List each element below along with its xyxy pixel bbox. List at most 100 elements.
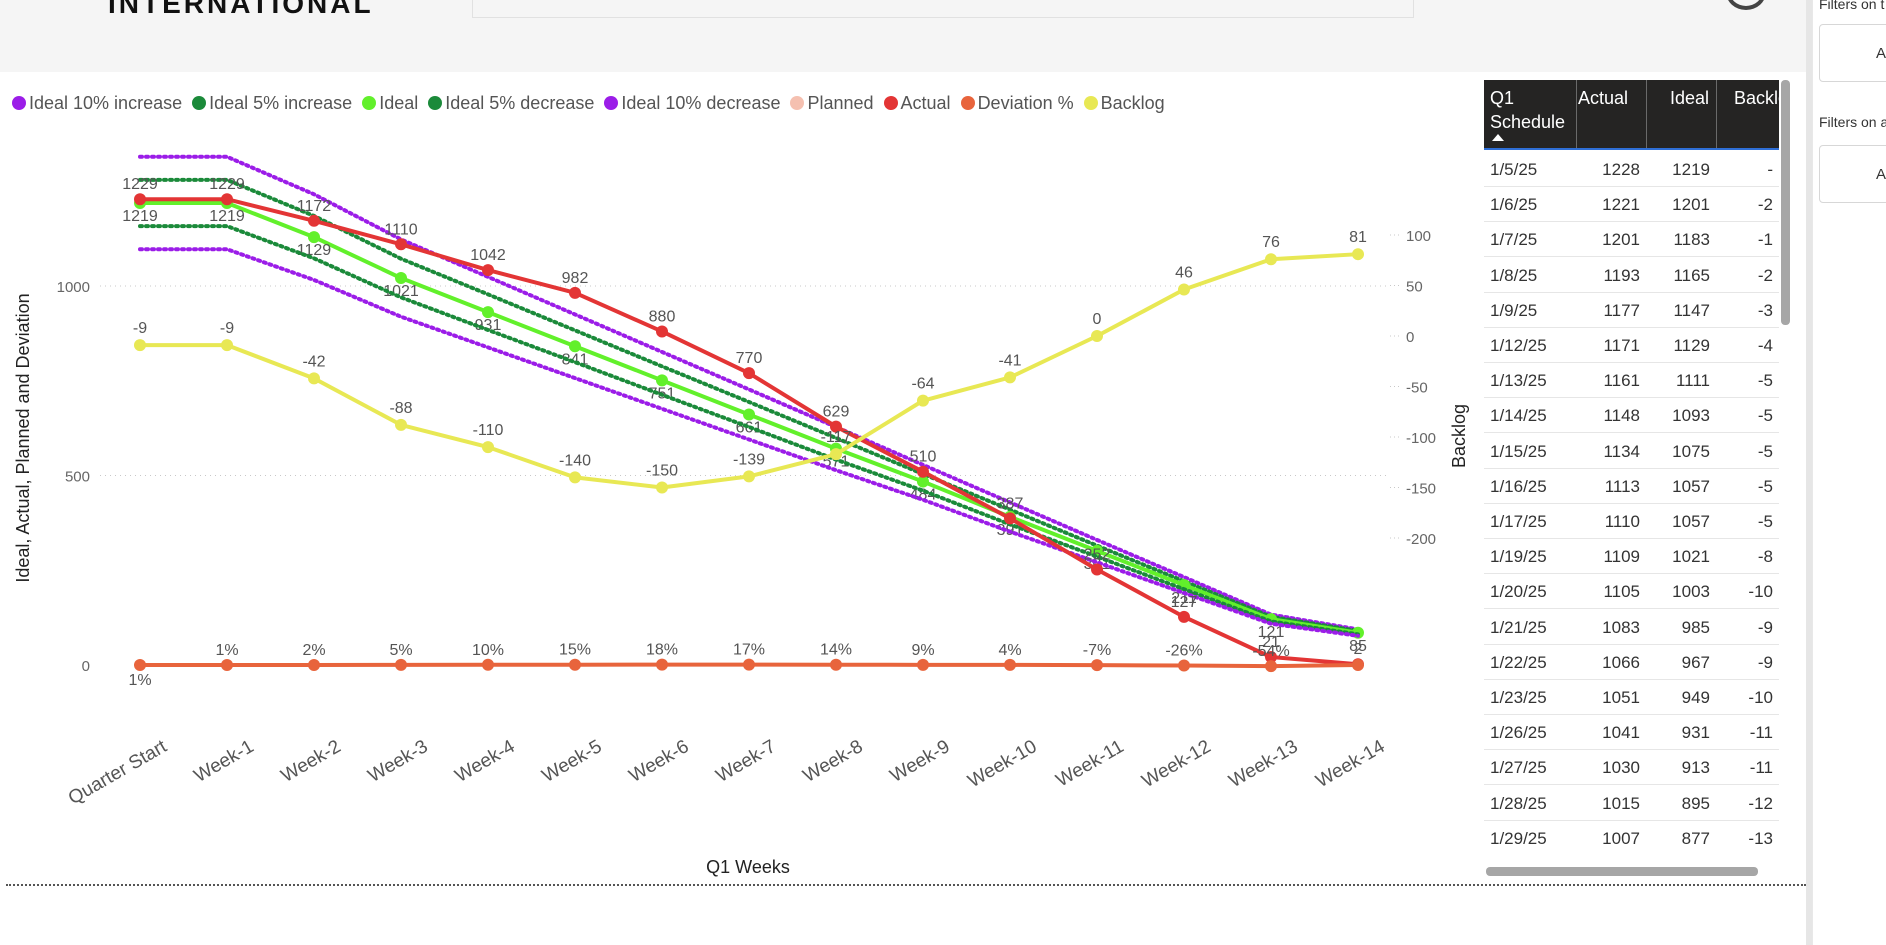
column-header-ideal[interactable]: Ideal <box>1670 88 1710 108</box>
table-row[interactable]: 1/26/25 1041 931 -11 <box>1484 715 1779 751</box>
table-header: Q1 Schedule Actual Ideal Backlo <box>1484 80 1779 150</box>
data-label: -64 <box>911 376 934 393</box>
data-label: 76 <box>1262 234 1280 251</box>
table-row[interactable]: 1/7/25 1201 1183 -1 <box>1484 222 1779 258</box>
legend-item-ideal-10pct-increase[interactable]: Ideal 10% increase <box>12 93 182 114</box>
table-cell: 1193 <box>1603 265 1640 285</box>
table-cell: 1165 <box>1673 265 1710 285</box>
data-point <box>656 325 668 338</box>
data-point <box>1265 651 1277 664</box>
column-separator[interactable] <box>1576 80 1577 148</box>
y-axis-title: Ideal, Actual, Planned and Deviation <box>13 293 33 582</box>
table-cell: 931 <box>1681 723 1710 743</box>
legend-item-actual[interactable]: Actual <box>883 93 951 114</box>
data-point <box>308 231 320 244</box>
table-row[interactable]: 1/12/25 1171 1129 -4 <box>1484 328 1779 363</box>
add-filter-all-button[interactable]: Ad <box>1819 145 1886 203</box>
data-label: 9% <box>911 642 934 659</box>
table-row[interactable]: 1/5/25 1228 1219 - <box>1484 152 1779 187</box>
column-header-backlo[interactable]: Backlo <box>1734 88 1779 108</box>
column-header-q1-schedule[interactable]: Q1 Schedule <box>1490 88 1566 132</box>
table-cell: 1/27/25 <box>1490 758 1547 778</box>
table-cell: 949 <box>1681 688 1710 707</box>
table-cell: -9 <box>1757 617 1773 637</box>
table-row[interactable]: 1/23/25 1051 949 -10 <box>1484 680 1779 715</box>
table-cell: -5 <box>1757 512 1773 531</box>
sort-ascending-icon[interactable] <box>1492 134 1504 141</box>
table-row[interactable]: 1/17/25 1110 1057 -5 <box>1484 504 1779 539</box>
data-label: 770 <box>736 350 763 367</box>
table-row[interactable]: 1/19/25 1109 1021 -8 <box>1484 539 1779 575</box>
data-label: 1219 <box>209 208 245 225</box>
x-axis-category-label: Week-9 <box>887 736 954 787</box>
legend-item-planned[interactable]: Planned <box>790 93 874 114</box>
legend-item-backlog[interactable]: Backlog <box>1083 93 1165 114</box>
data-label: -110 <box>473 422 504 439</box>
series-line <box>138 224 1360 637</box>
table-horizontal-scrollbar[interactable] <box>1486 867 1758 876</box>
x-axis-category-label: Week-3 <box>365 736 432 787</box>
data-point <box>395 272 407 285</box>
data-label: -139 <box>733 451 765 468</box>
table-row[interactable]: 1/13/25 1161 1111 -5 <box>1484 363 1779 399</box>
table-row[interactable]: 1/27/25 1030 913 -11 <box>1484 750 1779 786</box>
legend-item-ideal[interactable]: Ideal <box>362 93 418 114</box>
legend-label: Ideal <box>379 92 419 113</box>
table-cell: 1201 <box>1672 195 1710 215</box>
add-filter-page-button[interactable]: Ad <box>1819 24 1886 82</box>
company-logo-text: INTERNATIONAL <box>108 0 374 19</box>
legend-item-ideal-5pct-decrease[interactable]: Ideal 5% decrease <box>428 93 594 114</box>
data-point <box>1091 659 1103 672</box>
table-row[interactable]: 1/20/25 1105 1003 -10 <box>1484 574 1779 610</box>
table-row[interactable]: 1/29/25 1007 877 -13 <box>1484 821 1779 850</box>
data-point <box>656 481 668 494</box>
y-axis-tick-label: 500 <box>65 469 90 486</box>
data-label: 484 <box>910 487 937 504</box>
table-row[interactable]: 1/28/25 1015 895 -12 <box>1484 786 1779 821</box>
table-row[interactable]: 1/21/25 1083 985 -9 <box>1484 610 1779 645</box>
column-separator[interactable] <box>1646 80 1647 148</box>
data-label: 127 <box>1171 594 1198 611</box>
legend-item-ideal-10pct-decrease[interactable]: Ideal 10% decrease <box>604 93 780 114</box>
data-point <box>1004 658 1016 671</box>
table-row[interactable]: 1/6/25 1221 1201 -2 <box>1484 187 1779 223</box>
legend-item-deviation-pct[interactable]: Deviation % <box>960 93 1074 114</box>
data-point <box>743 658 755 671</box>
table-cell: 1219 <box>1672 160 1710 179</box>
data-label: 46 <box>1175 265 1193 282</box>
data-label: 0 <box>1093 311 1102 328</box>
series-actual: 1229 122911721110104298288077062951038725… <box>122 176 1364 671</box>
data-point <box>743 367 755 380</box>
table-row[interactable]: 1/16/25 1113 1057 -5 <box>1484 469 1779 504</box>
column-header-actual[interactable]: Actual <box>1578 88 1629 108</box>
data-point <box>1265 253 1277 266</box>
help-icon[interactable] <box>1726 0 1766 10</box>
data-label: 81 <box>1349 229 1367 246</box>
x-axis-category-label: Week-10 <box>964 736 1040 792</box>
data-label: 14% <box>820 642 852 659</box>
table-row[interactable]: 1/8/25 1193 1165 -2 <box>1484 258 1779 293</box>
table-row[interactable]: 1/15/25 1134 1075 -5 <box>1484 434 1779 469</box>
data-point <box>308 214 320 227</box>
legend-item-ideal-5pct-increase[interactable]: Ideal 5% increase <box>192 93 352 114</box>
legend-marker-icon <box>883 96 898 110</box>
data-label: 629 <box>823 404 850 421</box>
x-axis-category-label: Week-12 <box>1138 736 1214 792</box>
table-row[interactable]: 1/14/25 1148 1093 -5 <box>1484 398 1779 434</box>
table-cell: 1/29/25 <box>1490 828 1547 848</box>
table-cell: 1015 <box>1602 793 1640 813</box>
table-row[interactable]: 1/22/25 1066 967 -9 <box>1484 645 1779 680</box>
x-axis-category-label: Week-2 <box>278 736 345 787</box>
data-label: 252 <box>1084 546 1111 563</box>
table-cell: 1129 <box>1673 336 1710 355</box>
column-separator[interactable] <box>1716 80 1717 148</box>
data-label: 18% <box>646 642 678 659</box>
x-axis-category-label: Week-5 <box>539 736 606 787</box>
table-row[interactable]: 1/9/25 1177 1147 -3 <box>1484 293 1779 328</box>
data-point <box>917 465 929 478</box>
table-vertical-scrollbar[interactable] <box>1781 80 1790 325</box>
table-cell: 1/17/25 <box>1490 512 1547 531</box>
data-point <box>917 475 929 488</box>
schedule-table[interactable]: Q1 Schedule Actual Ideal Backlo 1/5/2512281… <box>1484 80 1779 850</box>
